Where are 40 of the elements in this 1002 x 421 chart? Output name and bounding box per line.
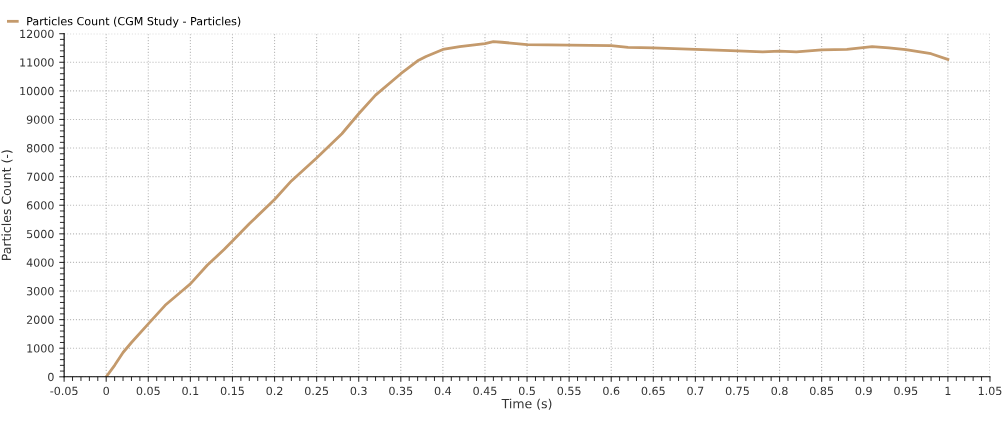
y-tick-label: 1000 [27, 344, 54, 353]
y-tick-label: 5000 [26, 229, 54, 239]
y-tick-label: 9000 [26, 115, 54, 124]
x-tick-label: 1 [945, 386, 951, 395]
x-tick-label: 0.7 [687, 386, 704, 396]
y-tick-label: 3000 [26, 286, 54, 296]
x-tick-label: 0.6 [603, 386, 620, 396]
x-tick-label: -0.05 [50, 386, 78, 396]
x-tick-label: 0.9 [855, 386, 872, 396]
x-tick-label: 0.05 [136, 386, 160, 396]
y-tick-label: 6000 [26, 201, 54, 210]
x-tick-label: 0.85 [810, 386, 834, 396]
x-tick-label: 0.1 [182, 386, 199, 396]
x-axis-title: Time (s) [501, 398, 552, 410]
y-tick-label: 4000 [26, 258, 54, 267]
y-tick-label: 8000 [26, 144, 54, 153]
y-tick-label: 2000 [26, 315, 54, 324]
x-tick-label: 0.75 [725, 386, 749, 396]
x-tick-label: 0.5 [518, 386, 535, 396]
y-tick-label: 7000 [27, 172, 54, 182]
x-tick-label: 0.35 [389, 386, 413, 396]
x-tick-label: 0.3 [350, 386, 367, 396]
y-tick-label: 12000 [20, 29, 54, 39]
y-tick-label: 0 [48, 372, 54, 382]
x-tick-label: 0.4 [434, 386, 452, 396]
x-tick-label: 0.65 [641, 386, 665, 396]
x-tick-label: 0.2 [266, 386, 283, 396]
y-axis-title: Particles Count (-) [1, 150, 13, 261]
x-tick-label: 0.25 [304, 386, 329, 396]
x-tick-label: 0.45 [473, 386, 497, 396]
line-series [104, 40, 950, 377]
legend-label: Particles Count (CGM Study - Particles) [27, 16, 241, 28]
y-tick-label: 10000 [20, 86, 54, 96]
y-tick-label: 11000 [20, 58, 54, 67]
x-tick-label: 0.55 [557, 386, 581, 396]
x-tick-label: 0 [103, 386, 110, 396]
x-tick-label: 0.8 [771, 386, 788, 396]
x-tick-label: 0.95 [894, 386, 918, 396]
x-tick-label: 0.15 [220, 386, 244, 396]
x-tick-label: 1.05 [978, 386, 1002, 396]
